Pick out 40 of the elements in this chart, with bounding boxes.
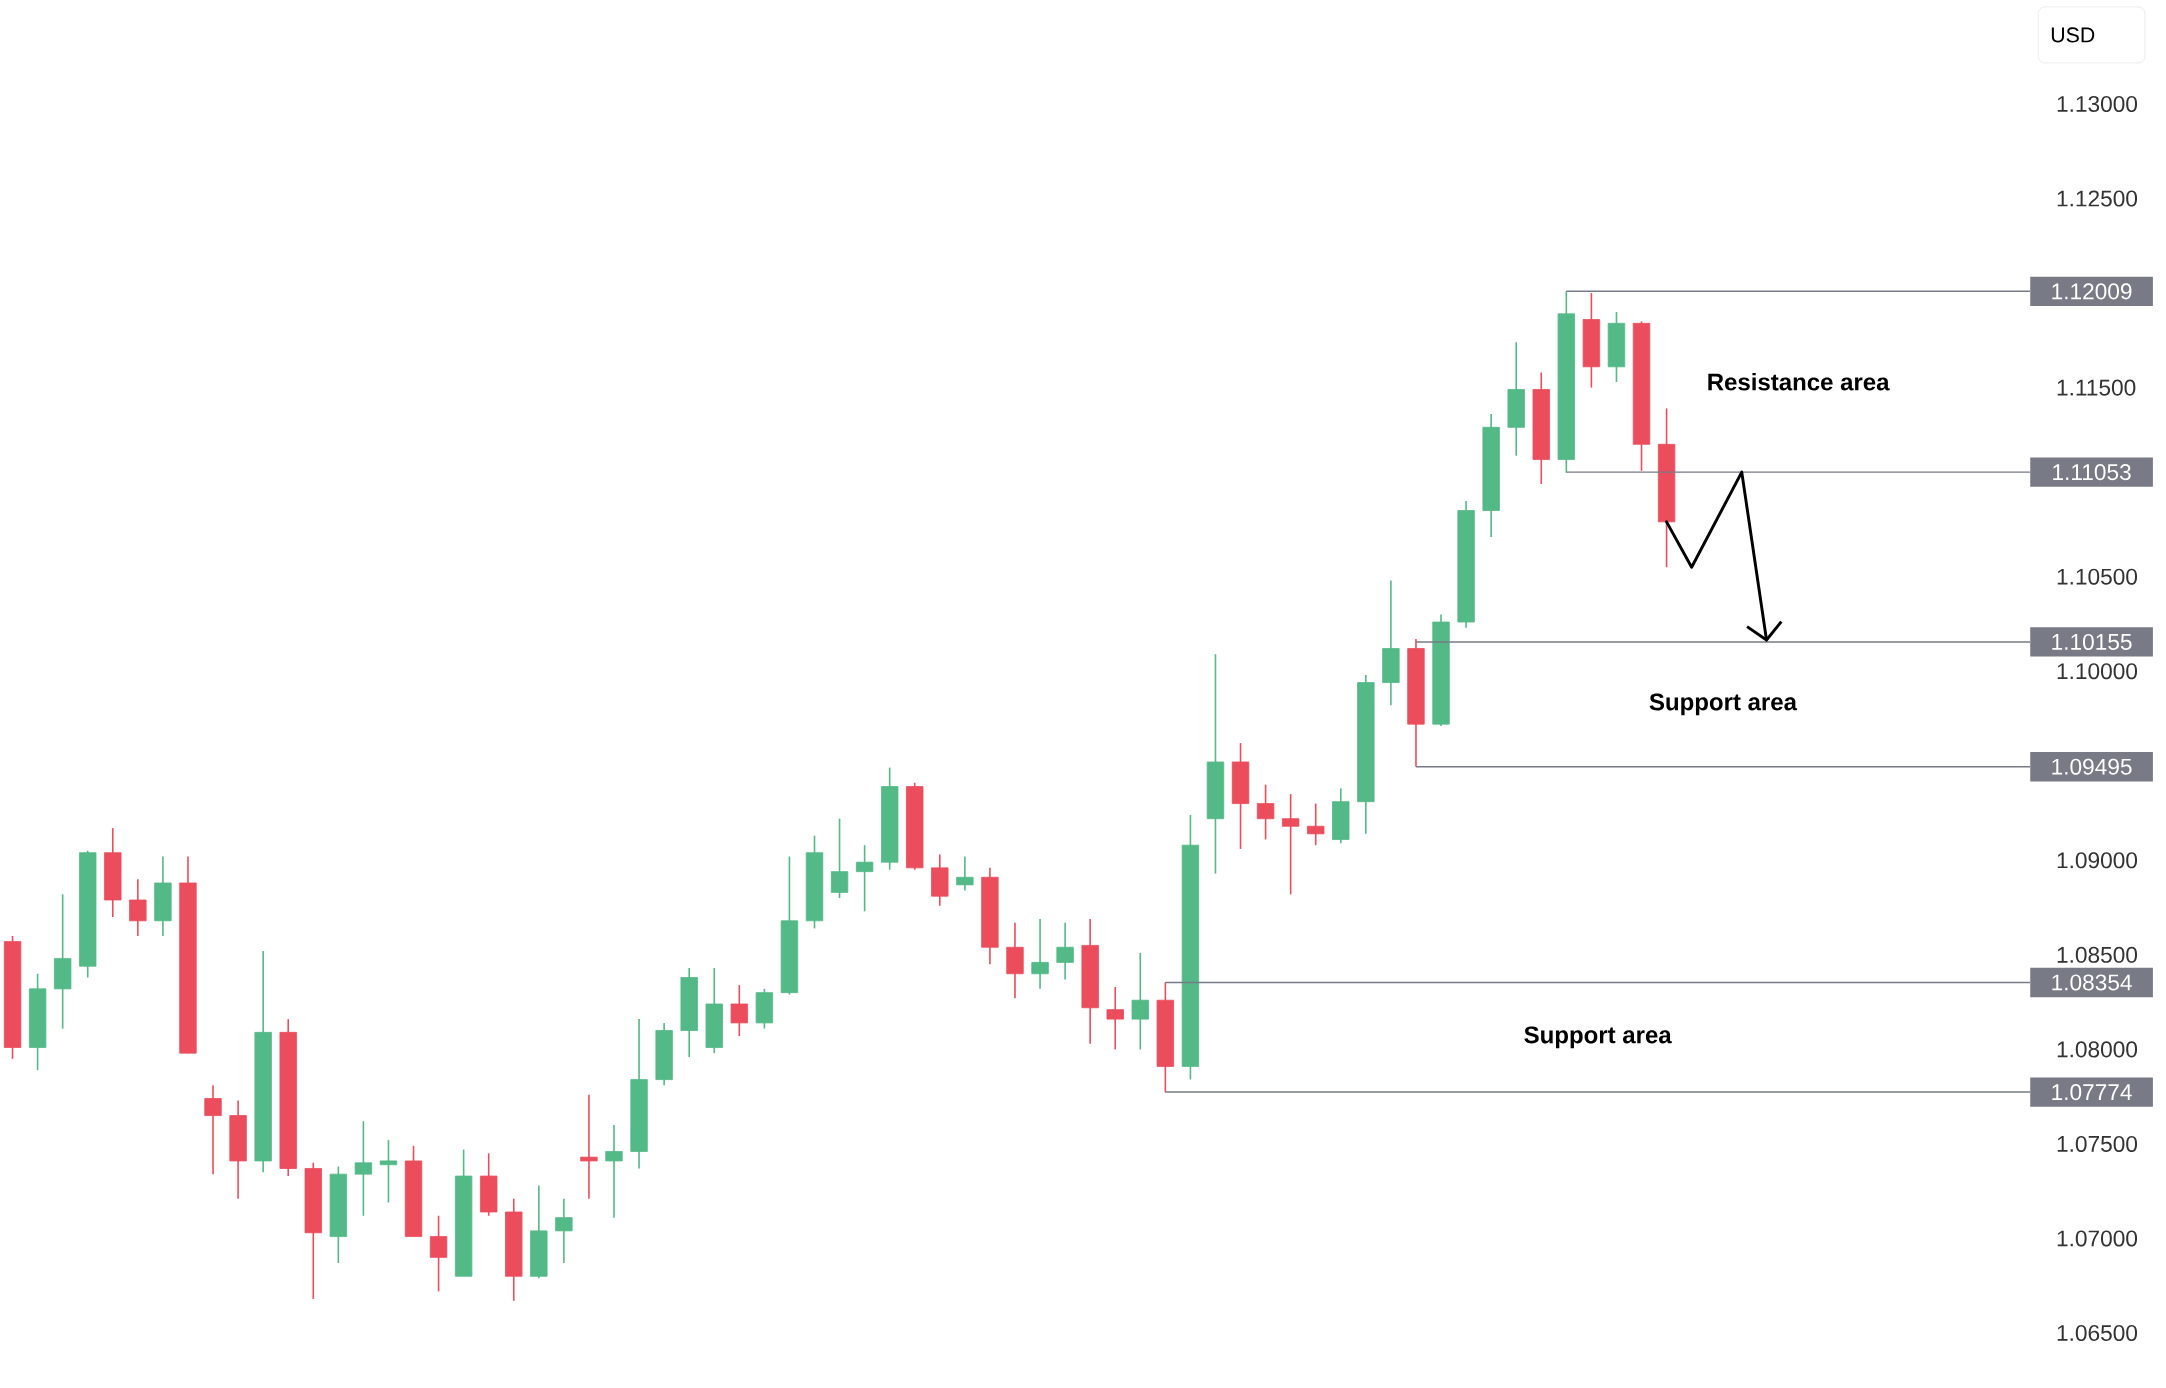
candlestick	[379, 1139, 398, 1204]
candlestick	[1056, 921, 1074, 981]
y-tick-label: 1.07500	[2057, 1135, 2138, 1152]
candlestick	[956, 855, 974, 892]
annotation: Support area	[1649, 693, 1798, 716]
y-tick-label: 1.11500	[2057, 379, 2136, 396]
candlestick	[605, 1124, 623, 1219]
candlestick	[429, 1214, 448, 1293]
y-tick-label: 1.08500	[2057, 946, 2138, 963]
y-tick-label: 1.06500	[2057, 1324, 2138, 1342]
ref-line-label: 1.11053	[2053, 464, 2131, 481]
annotation: Resistance area	[1708, 372, 1890, 391]
y-tick-label: 1.10000	[2057, 663, 2138, 680]
annotation: Support area	[1524, 1026, 1672, 1049]
y-tick-label: 1.13000	[2057, 95, 2138, 113]
candlestick	[129, 878, 147, 937]
candlestick	[1281, 793, 1300, 896]
y-tick-label: 1.12500	[2057, 190, 2138, 207]
ref-line-label: 1.08354	[2052, 974, 2132, 991]
y-tick-label: 1.10500	[2057, 568, 2138, 585]
candlestick	[730, 984, 748, 1037]
candlestick	[204, 1084, 222, 1175]
ref-line-label: 1.10155	[2052, 633, 2132, 650]
candlestick	[555, 1197, 573, 1264]
ref-line-label: 1.07774	[2052, 1084, 2132, 1101]
y-tick-label: 1.08000	[2057, 1041, 2138, 1058]
ref-line-label: 1.09495	[2052, 758, 2132, 775]
candlestick	[830, 817, 849, 899]
ref-line-label: 1.12009	[2052, 283, 2132, 300]
candlestick	[1131, 952, 1149, 1051]
candlestick	[1307, 802, 1325, 846]
y-tick-label: 1.07000	[2057, 1230, 2138, 1247]
candlestick	[855, 844, 874, 913]
candlestick	[580, 1093, 598, 1200]
y-tick-label: 1.09000	[2057, 852, 2138, 869]
candlestick	[1106, 986, 1124, 1051]
candlestick	[1031, 918, 1049, 990]
candlestick	[354, 1120, 373, 1217]
candlestick	[1256, 783, 1275, 841]
text: USD	[2051, 27, 2095, 43]
